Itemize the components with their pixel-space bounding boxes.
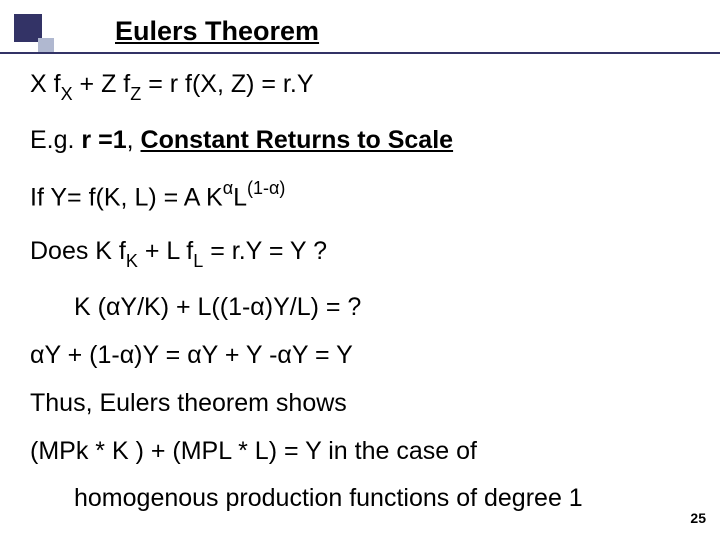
text-fragment: + Z f <box>73 70 131 98</box>
text-fragment: If Y= f(K, L) = A K <box>30 183 223 211</box>
does-line: Does K fK + L fL = r.Y = Y ? <box>30 235 700 271</box>
content-area: X fX + Z fZ = r f(X, Z) = r.Y E.g. r =1,… <box>30 68 700 520</box>
if-line: If Y= f(K, L) = A KαL(1-α) <box>30 178 700 215</box>
subscript-k: K <box>126 251 138 271</box>
text-bold-underline: Constant Returns to Scale <box>141 126 454 154</box>
equation-line-1: X fX + Z fZ = r f(X, Z) = r.Y <box>30 68 700 104</box>
text-fragment: X f <box>30 70 61 98</box>
text-fragment: L <box>233 183 247 211</box>
text-bold: r =1 <box>81 126 126 154</box>
text-fragment: + L f <box>138 237 193 265</box>
text-fragment: Does K f <box>30 237 126 265</box>
text-fragment: E.g. <box>30 126 81 154</box>
slide-title: Eulers Theorem <box>115 16 319 46</box>
subscript-l: L <box>193 251 203 271</box>
mp-line: (MPk * K ) + (MPL * L) = Y in the case o… <box>30 435 700 469</box>
slide-number: 25 <box>690 510 706 526</box>
subscript-z: Z <box>130 84 141 104</box>
title-rule <box>0 52 720 54</box>
text-fragment: = r.Y = Y ? <box>203 237 327 265</box>
thus-line: Thus, Eulers theorem shows <box>30 387 700 421</box>
superscript-alpha: α <box>223 178 233 198</box>
subscript-x: X <box>61 84 73 104</box>
title-container: Eulers Theorem <box>115 16 675 47</box>
example-line: E.g. r =1, Constant Returns to Scale <box>30 124 700 158</box>
text-fragment: = r f(X, Z) = r.Y <box>141 70 313 98</box>
text-fragment: , <box>127 126 141 154</box>
superscript-one-minus-alpha: (1-α) <box>247 178 285 198</box>
homogenous-line: homogenous production functions of degre… <box>30 482 700 516</box>
alpha-line: αY + (1-α)Y = αY + Y -αY = Y <box>30 339 700 373</box>
k-expansion-line: K (αY/K) + L((1-α)Y/L) = ? <box>30 291 700 325</box>
